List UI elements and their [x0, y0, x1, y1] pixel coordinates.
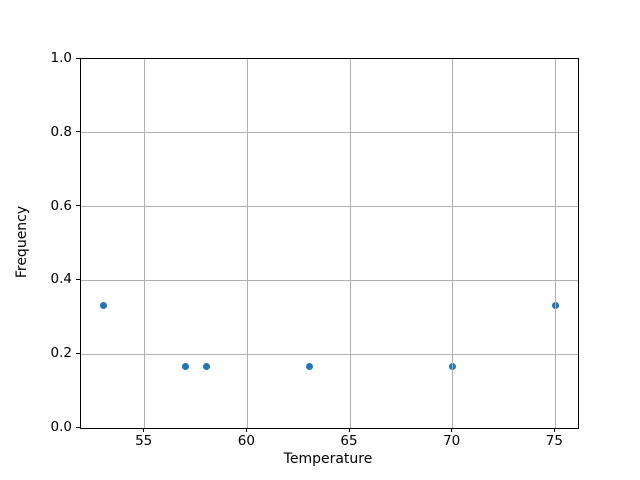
y-tick-label: 0.2 [50, 345, 72, 362]
y-tick-label: 1.0 [50, 50, 72, 66]
x-gridline [144, 59, 146, 428]
data-point [202, 363, 210, 370]
y-gridline [81, 279, 578, 281]
x-tick [451, 428, 453, 432]
x-tick-label: 55 [135, 433, 153, 449]
y-axis-label: Frequency [14, 205, 30, 279]
y-tick [76, 205, 80, 207]
x-gridline [452, 59, 454, 428]
y-tick-label: 0.4 [50, 271, 72, 288]
y-tick-label: 0.8 [50, 123, 72, 140]
x-tick [245, 428, 247, 432]
x-tick-label: 70 [443, 433, 461, 449]
y-tick-label: 0.6 [50, 197, 72, 214]
x-tick [553, 428, 555, 432]
y-tick [76, 352, 80, 354]
x-axis-label: Temperature [283, 451, 373, 467]
data-point [305, 363, 313, 370]
x-gridline [349, 59, 351, 428]
y-gridline [81, 353, 578, 355]
y-tick [76, 131, 80, 133]
x-gridline [246, 59, 248, 428]
plot-area [80, 58, 579, 429]
x-tick-label: 75 [545, 433, 563, 449]
y-tick [76, 278, 80, 280]
x-tick [348, 428, 350, 432]
data-point [182, 363, 190, 370]
data-point [100, 301, 108, 309]
x-gridline [554, 59, 556, 428]
y-tick [76, 426, 80, 428]
y-tick-label: 0.0 [50, 419, 72, 435]
x-tick [143, 428, 145, 432]
y-gridline [81, 132, 578, 134]
x-tick-label: 60 [237, 433, 255, 449]
y-tick [76, 57, 80, 59]
y-gridline [81, 206, 578, 208]
x-tick-label: 65 [340, 433, 358, 449]
